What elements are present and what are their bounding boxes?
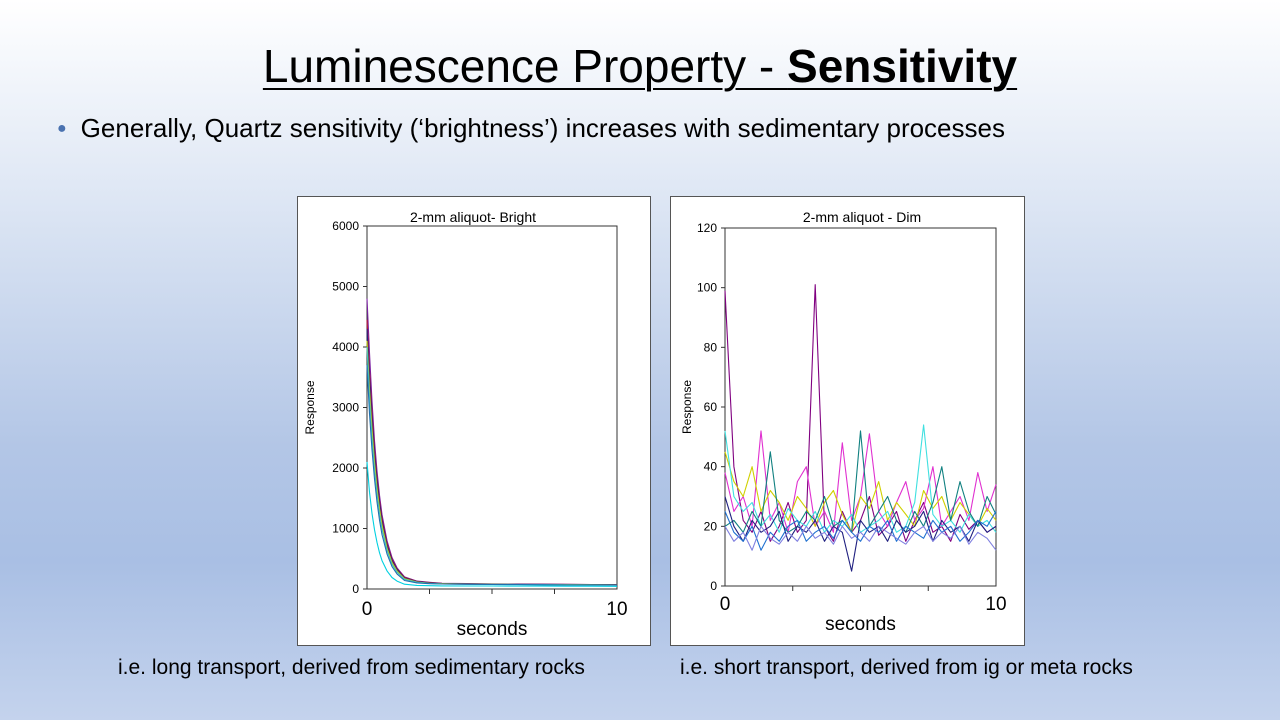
y-tick-label: 60 bbox=[704, 400, 718, 414]
y-tick-label: 1000 bbox=[332, 522, 359, 536]
series-line-3 bbox=[366, 328, 618, 586]
caption-left: i.e. long transport, derived from sedime… bbox=[118, 656, 585, 679]
y-tick-label: 80 bbox=[704, 340, 718, 354]
series-line-4 bbox=[366, 340, 618, 586]
series-line-5 bbox=[724, 430, 997, 533]
series-line-7 bbox=[366, 461, 618, 587]
y-tick-label: 6000 bbox=[332, 219, 359, 233]
y-tick-label: 20 bbox=[704, 519, 718, 533]
y-tick-label: 0 bbox=[710, 579, 717, 593]
y-tick-label: 100 bbox=[697, 281, 717, 295]
slide-title: Luminescence Property - Sensitivity bbox=[0, 36, 1280, 96]
y-tick-label: 4000 bbox=[332, 340, 359, 354]
series-line-2 bbox=[724, 430, 997, 533]
chart-title: 2-mm aliquot- Bright bbox=[410, 209, 536, 225]
chart-dim-svg: 2-mm aliquot - Dim 0 20 40 60 80 100 120 0 10 seco… bbox=[680, 209, 1007, 635]
series-line-6 bbox=[366, 365, 618, 586]
x-tick-label: 0 bbox=[362, 599, 373, 620]
y-tick-label: 40 bbox=[704, 460, 718, 474]
bullet-text: Generally, Quartz sensitivity (‘brightne… bbox=[80, 113, 1005, 143]
chart-dim: 2-mm aliquot - Dim 0 20 40 60 80 100 120 0 10 seco… bbox=[670, 196, 1025, 646]
x-axis-label: seconds bbox=[457, 619, 528, 640]
series-line-6 bbox=[724, 496, 997, 572]
x-tick-label: 10 bbox=[985, 594, 1006, 615]
y-tick-label: 3000 bbox=[332, 401, 359, 415]
caption-right: i.e. short transport, derived from ig or… bbox=[680, 656, 1133, 679]
bullet-point: ● Generally, Quartz sensitivity (‘brightn… bbox=[57, 112, 1005, 149]
series-line-8 bbox=[724, 525, 997, 551]
plot-frame bbox=[366, 225, 618, 590]
chart-title: 2-mm aliquot - Dim bbox=[803, 209, 921, 225]
series-line-1 bbox=[366, 298, 617, 586]
x-axis-label: seconds bbox=[825, 614, 896, 635]
chart-bright: 2-mm aliquot- Bright 0 1000 2000 3000 4000 500… bbox=[297, 196, 651, 646]
bullet-dot-icon: ● bbox=[57, 120, 67, 137]
title-bold: Sensitivity bbox=[787, 40, 1018, 92]
y-axis-label: Response bbox=[680, 380, 694, 434]
y-tick-label: 120 bbox=[697, 221, 717, 235]
series-line-2 bbox=[366, 319, 618, 586]
y-tick-label: 5000 bbox=[332, 280, 359, 294]
y-tick-label: 0 bbox=[352, 582, 359, 596]
y-axis-label: Response bbox=[303, 380, 317, 434]
title-main: Luminescence Property - bbox=[262, 40, 788, 92]
x-tick-label: 0 bbox=[720, 594, 731, 615]
series-line-5 bbox=[366, 346, 618, 586]
x-tick-label: 10 bbox=[606, 599, 627, 620]
chart-bright-svg: 2-mm aliquot- Bright 0 1000 2000 3000 4000 500… bbox=[303, 209, 628, 640]
y-tick-label: 2000 bbox=[332, 461, 359, 475]
series-line-7 bbox=[724, 511, 997, 551]
